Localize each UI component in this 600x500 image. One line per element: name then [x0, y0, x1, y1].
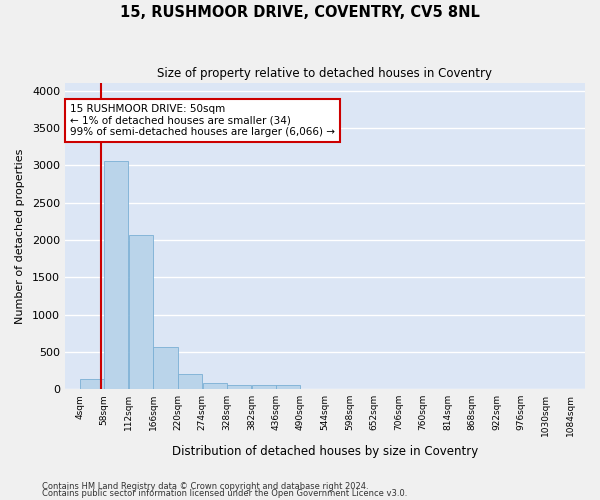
Bar: [154, 347, 178, 389]
Bar: [203, 383, 227, 389]
Bar: [80, 378, 104, 389]
X-axis label: Distribution of detached houses by size in Coventry: Distribution of detached houses by size …: [172, 444, 478, 458]
Bar: [104, 160, 128, 389]
Bar: [227, 385, 251, 389]
Text: Contains public sector information licensed under the Open Government Licence v3: Contains public sector information licen…: [42, 489, 407, 498]
Text: 15 RUSHMOOR DRIVE: 50sqm
← 1% of detached houses are smaller (34)
99% of semi-de: 15 RUSHMOOR DRIVE: 50sqm ← 1% of detache…: [70, 104, 335, 137]
Text: Contains HM Land Registry data © Crown copyright and database right 2024.: Contains HM Land Registry data © Crown c…: [42, 482, 368, 491]
Title: Size of property relative to detached houses in Coventry: Size of property relative to detached ho…: [157, 68, 493, 80]
Bar: [251, 386, 275, 389]
Bar: [178, 374, 202, 389]
Y-axis label: Number of detached properties: Number of detached properties: [15, 148, 25, 324]
Text: 15, RUSHMOOR DRIVE, COVENTRY, CV5 8NL: 15, RUSHMOOR DRIVE, COVENTRY, CV5 8NL: [120, 5, 480, 20]
Bar: [129, 236, 153, 389]
Bar: [276, 385, 300, 389]
